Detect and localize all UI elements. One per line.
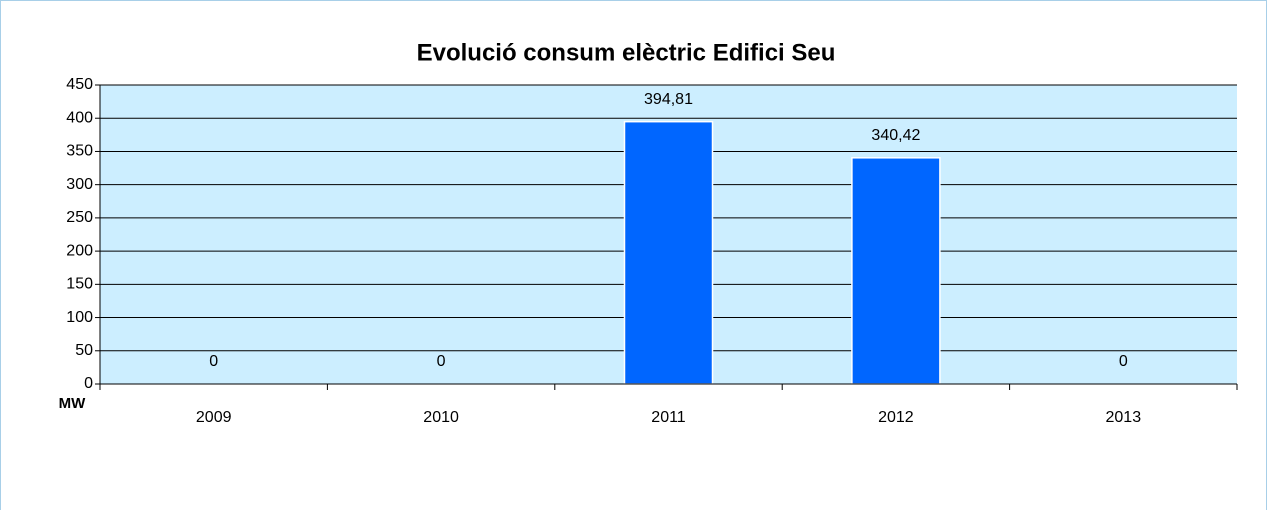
data-label: 340,42 [871, 127, 920, 144]
data-label: 0 [209, 353, 218, 370]
y-tick-label: 450 [66, 76, 93, 93]
y-tick-label: 50 [75, 342, 93, 359]
y-tick-label: 300 [66, 176, 93, 193]
data-label: 394,81 [644, 91, 693, 108]
y-tick-label: 200 [66, 242, 93, 259]
y-tick-label: 150 [66, 276, 93, 293]
data-label: 0 [1119, 353, 1128, 370]
data-label: 0 [437, 353, 446, 370]
y-tick-label: 350 [66, 143, 93, 160]
bar [623, 120, 714, 385]
chart-title: Evolució consum elèctric Edifici Seu [417, 39, 836, 66]
x-tick-label: 2009 [196, 409, 232, 426]
x-tick-label: 2011 [651, 409, 686, 426]
x-tick-label: 2013 [1106, 409, 1142, 426]
y-tick-label: 400 [66, 109, 93, 126]
bar [851, 157, 941, 385]
y-tick-label: 250 [66, 209, 93, 226]
y-tick-label: 100 [66, 309, 93, 326]
y-axis-label: MW [59, 395, 86, 412]
y-tick-label: 0 [84, 375, 93, 392]
x-tick-label: 2010 [423, 409, 459, 426]
x-tick-label: 2012 [878, 409, 914, 426]
